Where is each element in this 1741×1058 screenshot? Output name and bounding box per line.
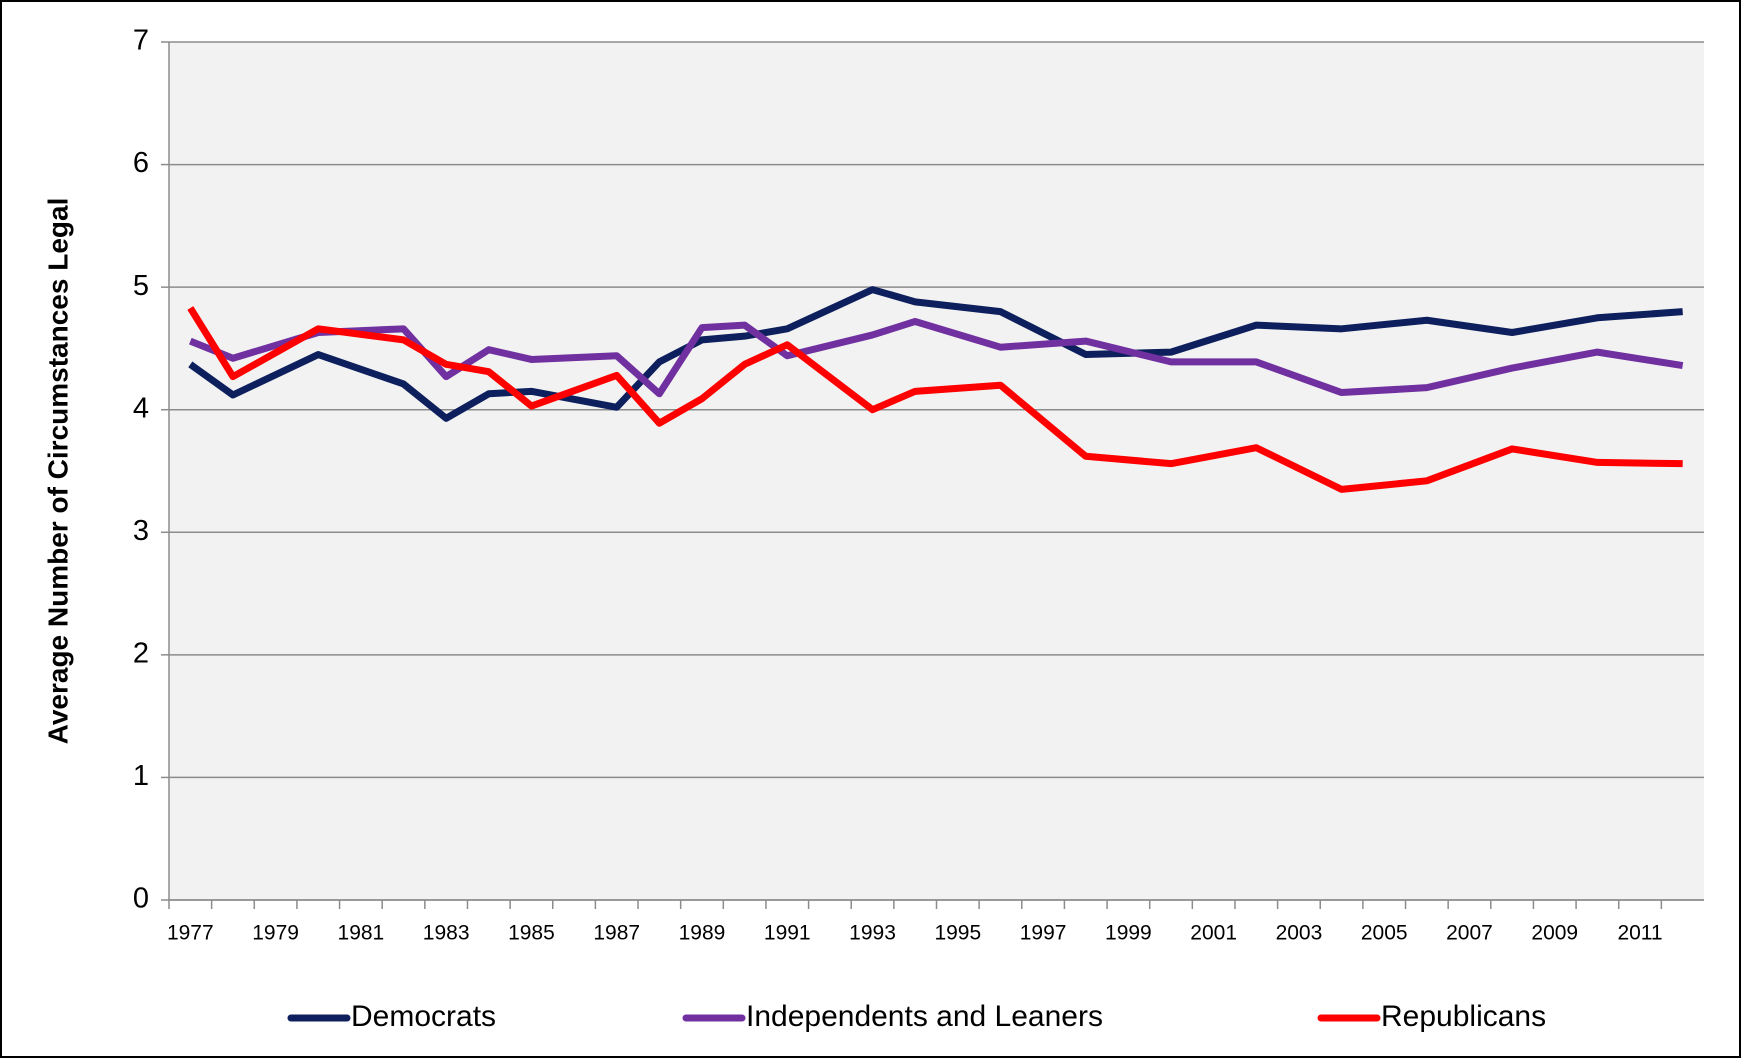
y-tick-label: 7 [133,25,149,57]
y-axis-label: Average Number of Circumstances Legal [42,198,73,745]
y-tick-label: 4 [133,392,149,424]
x-tick-label: 1981 [338,922,385,945]
y-tick-label: 6 [133,147,149,179]
x-tick-label: 2011 [1617,922,1662,945]
x-tick-label: 2005 [1361,922,1408,945]
legend-label: Republicans [1381,1000,1546,1033]
x-tick-label: 1977 [167,922,214,945]
x-tick-label: 2007 [1446,922,1493,945]
y-tick-label: 1 [133,760,149,792]
x-tick-label: 1995 [934,922,981,945]
x-tick-label: 1997 [1020,922,1067,945]
series-line [188,286,1683,422]
x-tick-label: 1991 [764,922,811,945]
y-tick-label: 0 [133,883,149,915]
x-tick-label: 1999 [1105,922,1152,945]
y-tick-label: 5 [133,270,149,302]
x-tick-label: 1993 [849,922,896,945]
x-tick-label: 2003 [1276,922,1323,945]
x-tick-label: 2009 [1531,922,1578,945]
x-tick-label: 1989 [679,922,726,945]
x-tick-label: 2001 [1190,922,1237,945]
x-tick-label: 1983 [423,922,470,945]
x-tick-label: 1985 [508,922,555,945]
y-tick-label: 2 [133,638,149,670]
y-tick-label: 3 [133,515,149,547]
x-tick-label: 1987 [593,922,640,945]
plot-area [169,42,1704,900]
x-tick-label: 1979 [252,922,299,945]
series-line [189,317,1684,398]
legend-label: Democrats [351,1000,496,1033]
series-line [187,306,1683,493]
legend-label: Independents and Leaners [746,1000,1103,1033]
